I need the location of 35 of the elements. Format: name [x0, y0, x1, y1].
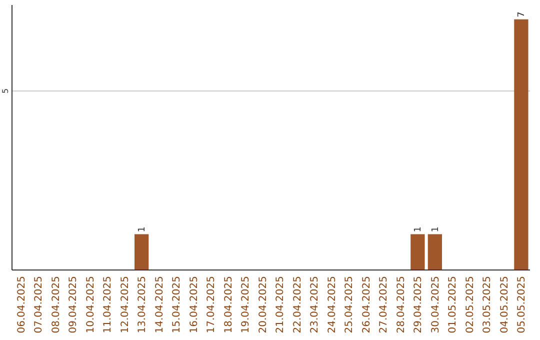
x-tick-label: 24.04.2025	[326, 276, 338, 334]
x-tick-label: 04.05.2025	[499, 276, 510, 334]
x-tick-label: 12.04.2025	[120, 276, 131, 334]
x-tick-label: 19.04.2025	[240, 276, 252, 334]
y-tick-label: 5	[1, 88, 10, 94]
x-tick-label: 20.04.2025	[258, 276, 269, 334]
x-tick-label: 06.04.2025	[16, 276, 28, 334]
x-tick-label: 02.05.2025	[464, 276, 476, 334]
x-tick-label: 01.05.2025	[448, 276, 459, 334]
x-tick-label: 25.04.2025	[344, 276, 356, 334]
x-tick-label: 11.04.2025	[102, 276, 114, 334]
x-tick-label: 21.04.2025	[275, 276, 286, 334]
data-label: 7	[517, 12, 528, 18]
data-label: 1	[430, 226, 441, 232]
x-tick-label: 07.04.2025	[34, 276, 45, 334]
x-tick-label: 15.04.2025	[172, 276, 183, 334]
data-label: 1	[414, 226, 424, 232]
x-tick-label: 29.04.2025	[413, 276, 424, 334]
x-tick-label: 08.04.2025	[50, 276, 62, 334]
x-tick-label: 30.04.2025	[430, 276, 442, 334]
x-tick-label: 18.04.2025	[223, 276, 234, 334]
x-tick-label: 03.05.2025	[482, 276, 494, 334]
x-tick-label: 28.04.2025	[396, 276, 407, 334]
data-label: 1	[138, 226, 148, 232]
x-tick-label: 23.04.2025	[310, 276, 321, 334]
x-tick-label: 05.05.2025	[516, 276, 528, 334]
x-tick-label: 22.04.2025	[292, 276, 304, 334]
x-tick-label: 09.04.2025	[68, 276, 80, 334]
x-tick-label: 27.04.2025	[378, 276, 390, 334]
x-tick-label: 13.04.2025	[137, 276, 148, 334]
x-tick-label: 26.04.2025	[361, 276, 372, 334]
x-tick-label: 16.04.2025	[188, 276, 200, 334]
x-tick-label: 10.04.2025	[85, 276, 96, 334]
x-tick-label: 14.04.2025	[154, 276, 166, 334]
x-tick-label: 17.04.2025	[206, 276, 218, 334]
